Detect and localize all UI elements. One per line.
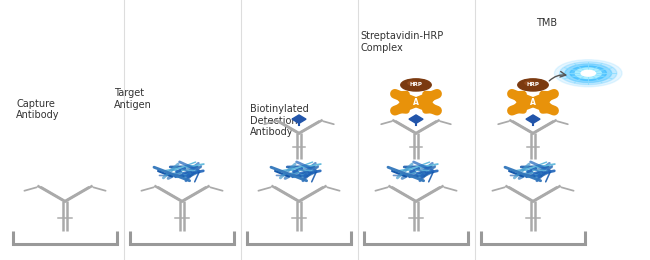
Text: Streptavidin-HRP
Complex: Streptavidin-HRP Complex (361, 31, 444, 53)
Circle shape (560, 62, 617, 85)
Circle shape (570, 66, 606, 81)
Text: TMB: TMB (536, 18, 558, 28)
Circle shape (554, 60, 622, 87)
Text: A: A (413, 98, 419, 107)
Text: Capture
Antibody: Capture Antibody (16, 99, 60, 120)
Text: A: A (530, 98, 536, 107)
Text: Target
Antigen: Target Antigen (114, 88, 151, 110)
Circle shape (518, 79, 548, 91)
Circle shape (575, 68, 601, 79)
Text: Biotinylated
Detection
Antibody: Biotinylated Detection Antibody (250, 104, 309, 137)
Circle shape (525, 81, 534, 85)
Circle shape (565, 64, 612, 83)
Circle shape (401, 79, 431, 91)
Polygon shape (409, 115, 423, 123)
Polygon shape (292, 115, 306, 123)
Polygon shape (526, 115, 540, 123)
Text: HRP: HRP (410, 82, 422, 87)
Text: HRP: HRP (526, 82, 539, 87)
Circle shape (581, 70, 595, 76)
Circle shape (408, 81, 417, 85)
